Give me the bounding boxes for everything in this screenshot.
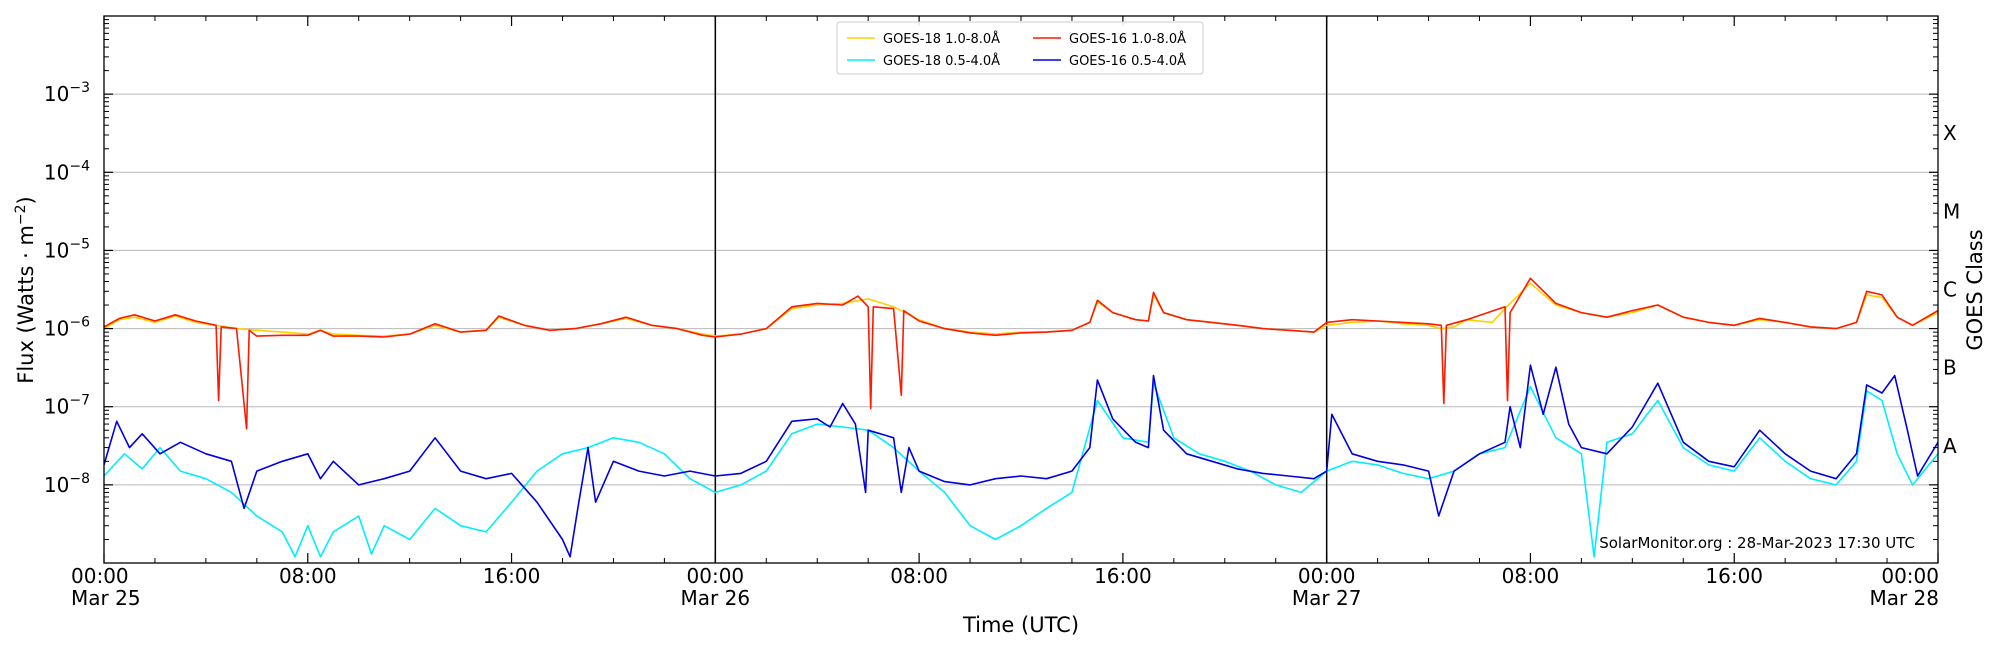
x-tick-time: 16:00 [483,564,541,588]
legend-label: GOES-16 0.5-4.0Å [1069,53,1186,69]
series-line-3 [104,364,1938,558]
legend-label: GOES-18 1.0-8.0Å [883,31,1000,47]
right-axis-label: GOES Class [1963,229,1987,350]
y-axis-ticks: 10−8 10−7 10−6 10−5 10−4 10−3 [44,19,1938,540]
class-label-a: A [1943,434,1957,458]
x-tick-time: 08:00 [890,564,948,588]
x-tick-time: 00:00 [687,564,745,588]
x-tick-time: 16:00 [1094,564,1152,588]
x-tick-date: Mar 26 [681,586,751,610]
x-tick-time: 00:00 [1881,564,1939,588]
class-label-b: B [1943,356,1957,380]
legend-box [836,21,1204,75]
x-tick-time: 16:00 [1705,564,1763,588]
plot-frame [103,15,1939,564]
class-label-m: M [1943,199,1960,223]
legend: GOES-18 1.0-8.0Å GOES-18 0.5-4.0Å GOES-16 … [836,21,1204,75]
y-tick-label: 10−7 [44,393,90,419]
x-tick-time: 00:00 [1298,564,1356,588]
day-boundaries [714,16,1328,563]
y-tick-label: 10−5 [44,236,90,262]
x-tick-time: 00:00 [71,564,129,588]
x-tick-time: 08:00 [279,564,337,588]
y-tick-label: 10−4 [44,158,90,184]
goes-class-labels: A B C M X [1943,121,1960,458]
x-tick-date: Mar 27 [1292,586,1362,610]
y-axis-label: Flux (Watts · m−2) [13,196,38,384]
credit-text: SolarMonitor.org : 28-Mar-2023 17:30 UTC [1599,534,1915,552]
class-label-c: C [1943,278,1957,302]
series-line-2 [104,382,1938,558]
y-tick-label: 10−6 [44,315,90,341]
class-label-x: X [1943,121,1957,145]
x-tick-date: Mar 28 [1869,586,1939,610]
legend-label: GOES-16 1.0-8.0Å [1069,31,1186,47]
gridlines [104,93,1938,486]
x-tick-date: Mar 25 [71,586,141,610]
y-tick-label: 10−8 [44,471,90,497]
x-axis-label: Time (UTC) [962,613,1079,637]
series-line-1 [104,277,1938,430]
y-tick-label: 10−3 [44,80,90,106]
series-lines [104,277,1938,558]
x-tick-time: 08:00 [1502,564,1560,588]
legend-label: GOES-18 0.5-4.0Å [883,53,1000,69]
